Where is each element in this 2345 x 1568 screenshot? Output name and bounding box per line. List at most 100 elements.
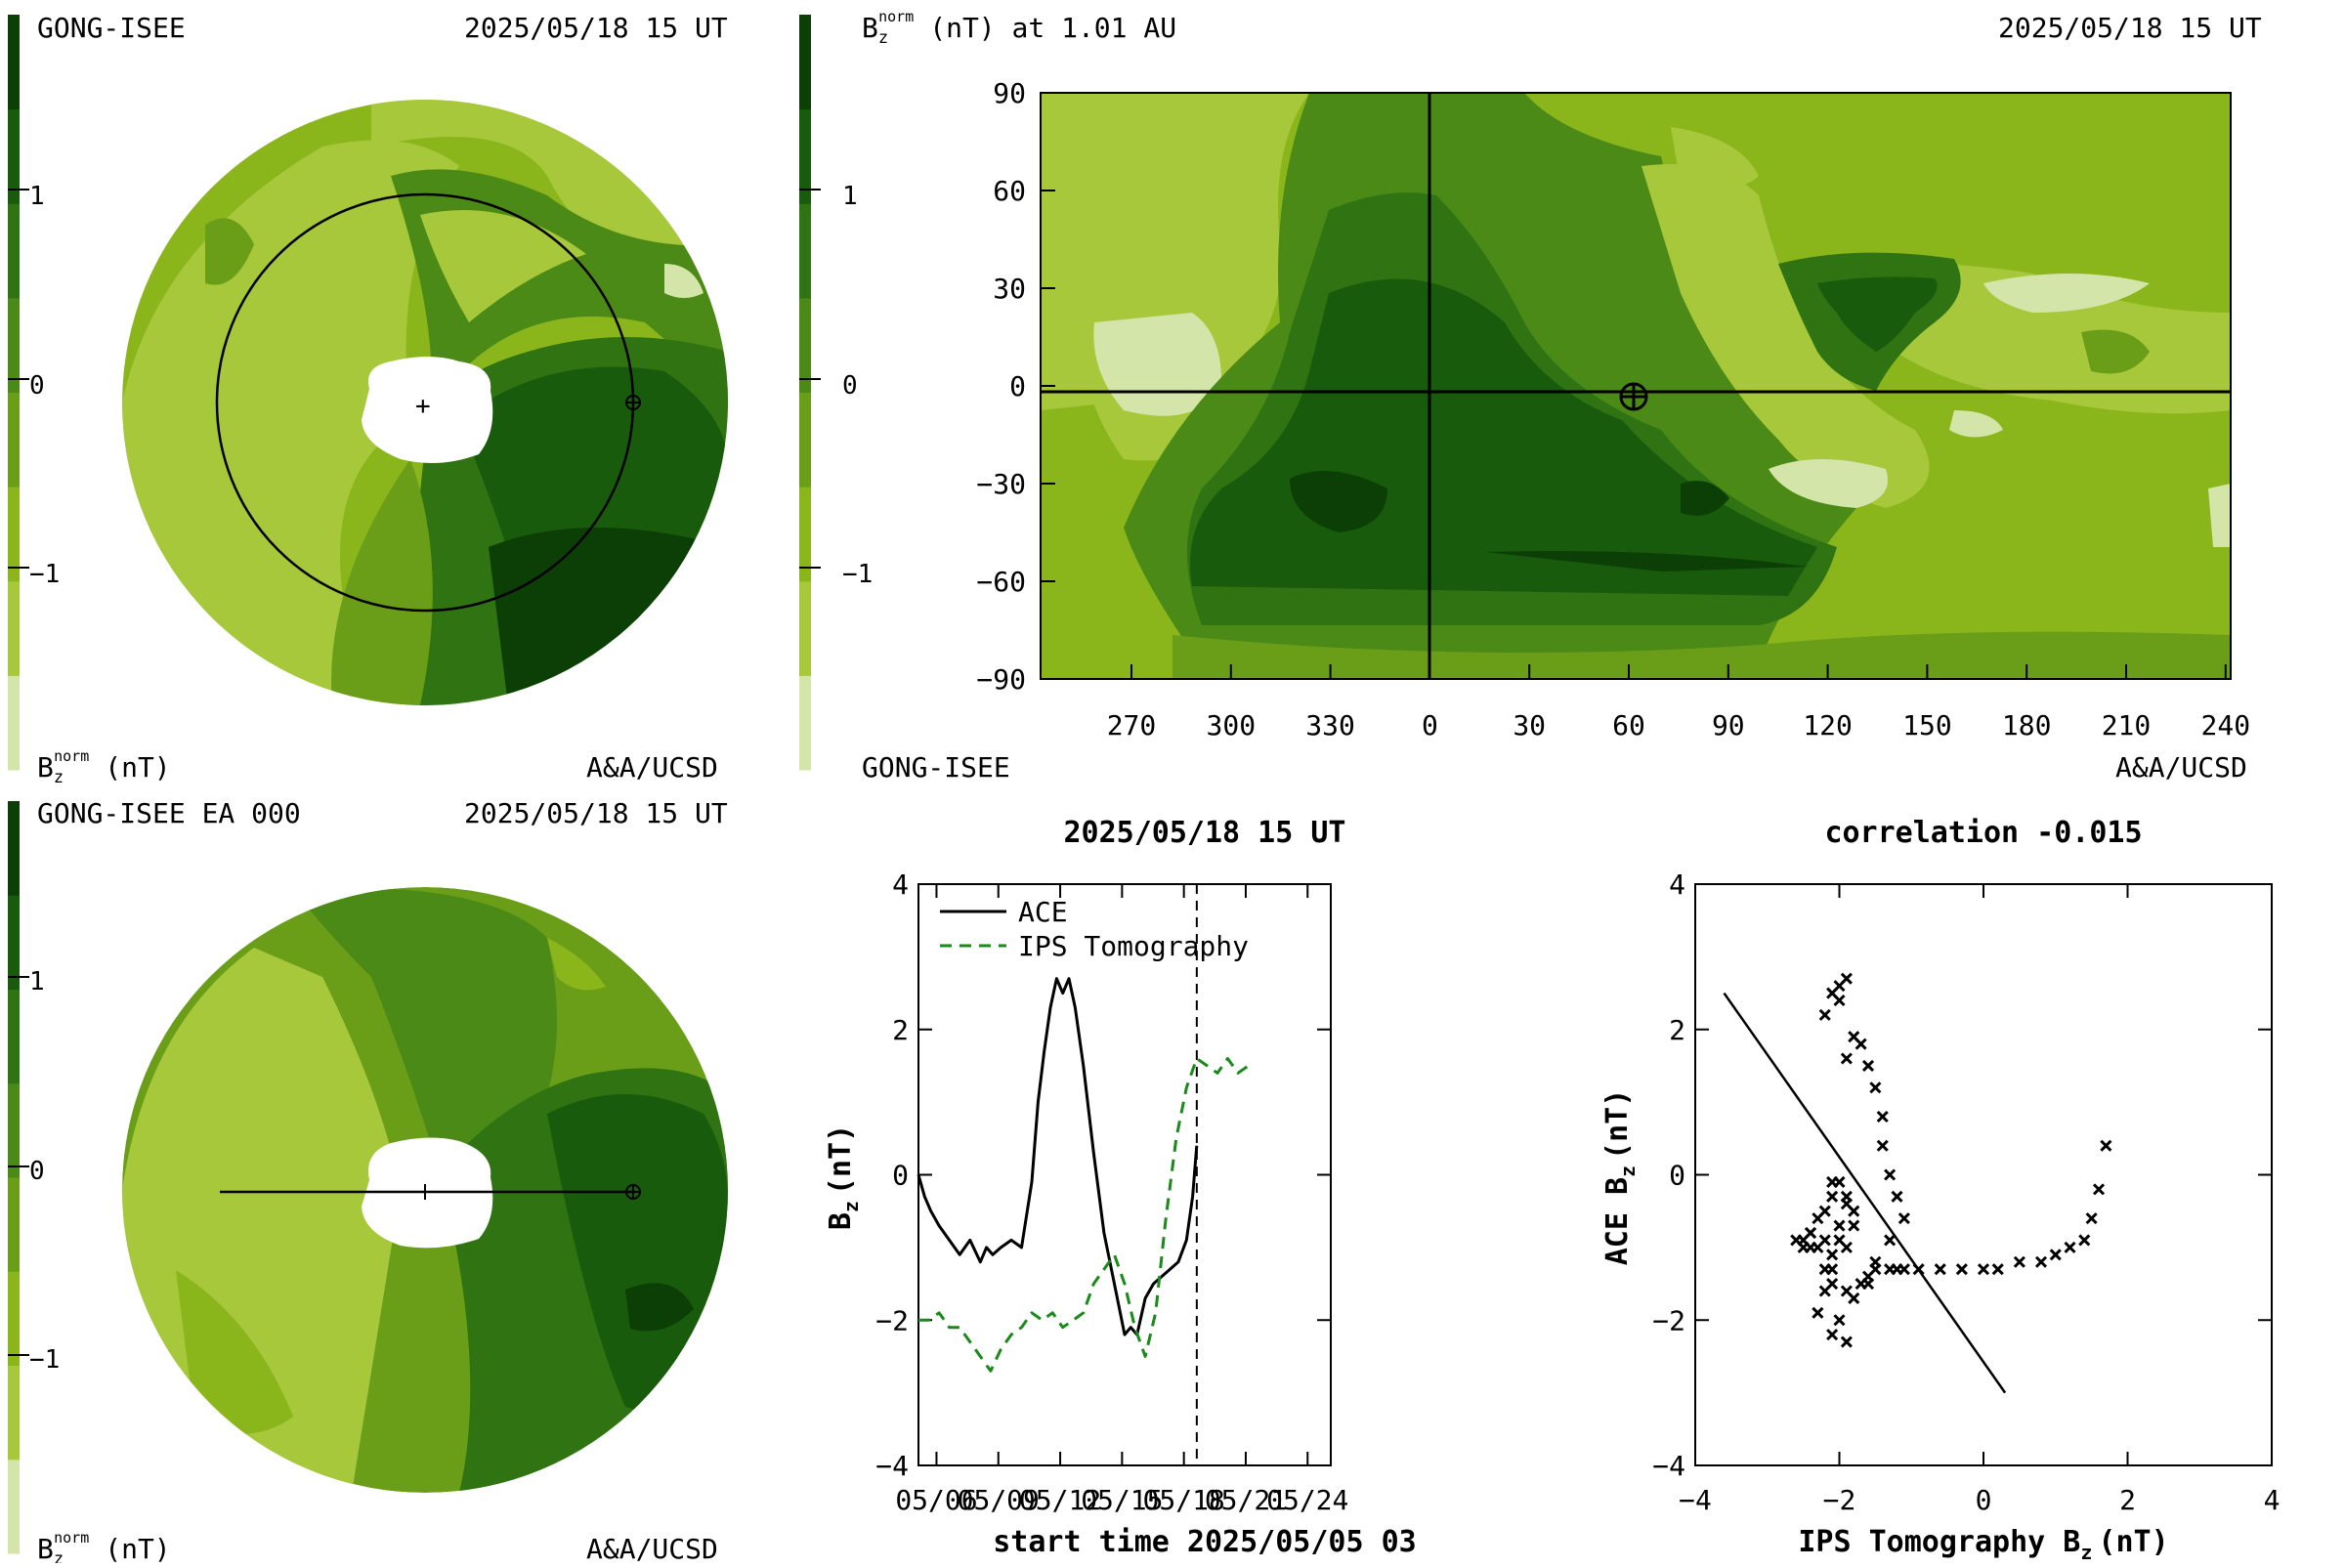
scatter-point-stroke: [1848, 1031, 1860, 1043]
colorbar-tick-label-neg1: −1: [29, 1345, 60, 1375]
scatter-point-stroke: [1884, 1168, 1897, 1181]
colorbar-swatch: [799, 675, 811, 771]
scatter-point-stroke: [1833, 1234, 1846, 1247]
colorbar-swatch: [8, 675, 20, 771]
scatter-point-stroke: [1826, 987, 1839, 999]
y-tick-label: 2: [1669, 1014, 1685, 1046]
colorbar-swatch: [8, 801, 20, 896]
panel-header-right: 2025/05/18 15 UT: [464, 12, 728, 44]
scatter-point: [1912, 1263, 1925, 1276]
colorbar-swatch: [8, 392, 20, 487]
panel-map: 1 0 −1 Bznorm (nT) at 1.01 AU 2025/05/18 …: [799, 8, 2262, 784]
scatter-point: [1840, 1190, 1853, 1203]
x-tick-label: 05/06: [895, 1484, 977, 1516]
y-tick-label: −2: [875, 1304, 909, 1336]
scatter-point: [1797, 1234, 1810, 1247]
map-footer-right: A&A/UCSD: [2115, 751, 2247, 784]
colorbar-swatch: [8, 108, 20, 204]
x-tick-label: −2: [1823, 1484, 1856, 1516]
scatter-point: [2085, 1212, 2098, 1225]
x-tick-label: 2: [2119, 1484, 2136, 1516]
scatter-point-stroke: [1891, 1190, 1903, 1203]
time-series-lines: [917, 884, 1250, 1465]
scatter-point: [2064, 1241, 2076, 1253]
scatter-point: [1833, 1234, 1846, 1247]
map-x-ticks: 270 300 330 0 30 60 90 120 150 180 210 240: [1107, 664, 2250, 742]
map-x-tick-label: 210: [2102, 709, 2152, 742]
colorbar-swatch: [799, 487, 811, 582]
map-y-tick-label: 0: [1009, 370, 1026, 403]
colorbar-swatch: [799, 108, 811, 204]
scatter-point: [1812, 1241, 1824, 1253]
x-axis-label: IPS Tomography Bz (nT): [1798, 1525, 2168, 1563]
scatter-point: [1848, 1205, 1860, 1217]
scatter-point-stroke: [1848, 1292, 1860, 1304]
map-footer-left: GONG-ISEE: [862, 751, 1010, 784]
x-tick-label: 05/24: [1266, 1484, 1348, 1516]
y-axis-label: ACE Bz(nT): [1600, 1089, 1640, 1266]
panel-footer-right: A&A/UCSD: [586, 1533, 718, 1563]
scatter-point: [1869, 1263, 1882, 1276]
legend-label-ips: IPS Tomography: [1018, 930, 1249, 962]
scatter-point: [2092, 1183, 2106, 1196]
map-y-tick-label: 60: [993, 175, 1026, 207]
sun-disk-top: [362, 357, 493, 463]
colorbar-tick-label-pos1: 1: [29, 182, 45, 211]
scatter-point-stroke: [1812, 1241, 1824, 1253]
scatter-point-stroke: [1840, 1285, 1853, 1297]
map-y-tick-label: −60: [976, 566, 1026, 598]
scatter-point: [1840, 1335, 1853, 1348]
scatter-point-stroke: [1833, 994, 1846, 1007]
colorbar-bottom-left: [8, 801, 29, 1554]
colorbar-swatch: [8, 1082, 20, 1178]
scatter-point-stroke: [1826, 1278, 1839, 1291]
plot-frame: [1694, 883, 2273, 1466]
scatter-point-stroke: [2100, 1139, 2112, 1152]
scatter-point-stroke: [1840, 1241, 1853, 1253]
colorbar-swatch: [8, 1177, 20, 1272]
scatter-point-stroke: [1897, 1263, 1910, 1276]
scatter-point-stroke: [1826, 1190, 1839, 1203]
x-tick-label: 05/21: [1205, 1484, 1287, 1516]
x-tick-label: 4: [2264, 1484, 2281, 1516]
scatter-point: [1869, 1081, 1882, 1094]
scatter-point-stroke: [1848, 1219, 1860, 1232]
scatter-point: [1818, 1008, 1831, 1021]
colorbar-swatch: [8, 989, 20, 1084]
panel-top-left: 1 0 −1 GONG-ISEE 2025/05/18 15 UT + Bzno: [8, 12, 728, 787]
series-line-ace: [917, 977, 1199, 1336]
y-tick-label: 4: [892, 869, 909, 901]
scatter-point-stroke: [1833, 1219, 1846, 1232]
panel-header-right: 2025/05/18 15 UT: [464, 797, 728, 829]
scatter-point-stroke: [2078, 1234, 2091, 1247]
y-tick-label: −4: [875, 1450, 909, 1482]
map-x-tick-label: 0: [1422, 709, 1438, 742]
scatter-point: [1977, 1263, 1990, 1276]
y-tick-label: 0: [892, 1160, 909, 1192]
scatter-point-stroke: [1934, 1263, 1946, 1276]
x-tick-label: 05/09: [958, 1484, 1040, 1516]
chart-title: 2025/05/18 15 UT: [1064, 816, 1346, 850]
legend: ACE IPS Tomography: [940, 896, 1249, 962]
colorbar-map: [799, 15, 821, 771]
scatter-point: [1848, 1219, 1860, 1232]
scatter-point: [1833, 1219, 1846, 1232]
colorbar-tick-label-pos1: 1: [29, 967, 45, 996]
scatter-point-stroke: [1884, 1234, 1897, 1247]
colorbar-swatch: [799, 15, 811, 110]
colorbar-swatch: [799, 580, 811, 676]
x-tick-label: −4: [1679, 1484, 1712, 1516]
colorbar-swatch: [8, 15, 20, 110]
scatter-point: [1861, 1059, 1875, 1072]
colorbar-swatch: [8, 1459, 20, 1554]
scatter-point: [1876, 1110, 1889, 1123]
colorbar-swatch: [8, 580, 20, 676]
fit-line: [1723, 992, 2007, 1394]
scatter-point-stroke: [1840, 1052, 1853, 1065]
panel-bottom-left: 1 0 −1 GONG-ISEE EA 000 2025/05/18 15 UT…: [8, 797, 728, 1568]
scatter-point: [1840, 972, 1853, 985]
colorbar-swatch: [8, 203, 20, 299]
scatter-point-stroke: [2092, 1183, 2106, 1196]
scatter-point-stroke: [1869, 1263, 1882, 1276]
map-y-tick-label: 90: [993, 77, 1026, 109]
